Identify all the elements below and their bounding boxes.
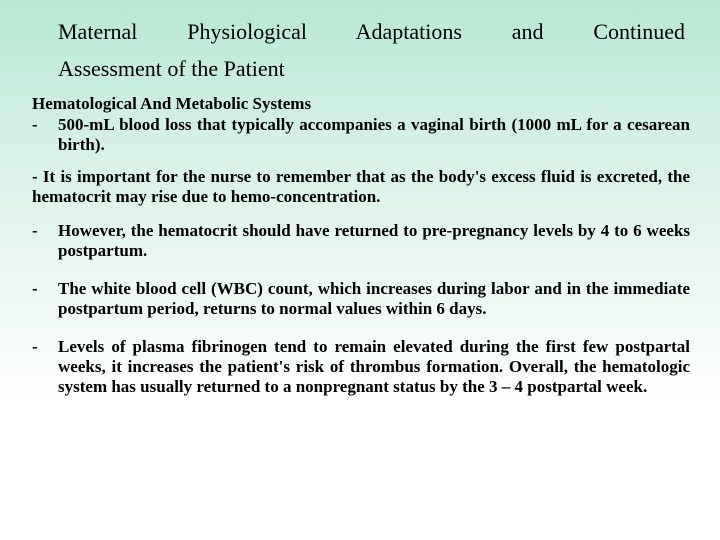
bullet-dash: - — [32, 337, 58, 397]
title-word-4: and — [512, 19, 544, 44]
bullet-dash: - — [32, 279, 58, 319]
bullet-dash: - — [32, 115, 58, 155]
paragraph-indent: - It is important for the nurse to remem… — [32, 167, 690, 207]
bullet-dash: - — [32, 221, 58, 261]
title-word-5: Continued — [593, 19, 685, 44]
bullet-text-4: Levels of plasma fibrinogen tend to rema… — [58, 337, 690, 397]
bullet-item-2: - However, the hematocrit should have re… — [32, 221, 690, 261]
title-line-2: Assessment of the Patient — [58, 56, 690, 82]
bullet-item-1: - 500-mL blood loss that typically accom… — [32, 115, 690, 155]
bullet-text-2: However, the hematocrit should have retu… — [58, 221, 690, 261]
bullet-item-3: - The white blood cell (WBC) count, whic… — [32, 279, 690, 319]
bullet-item-4: - Levels of plasma fibrinogen tend to re… — [32, 337, 690, 397]
title-word-2: Physiological — [187, 19, 307, 44]
title-word-3: Adaptations — [356, 19, 462, 44]
title-word-1: Maternal — [58, 19, 137, 44]
bullet-text-3: The white blood cell (WBC) count, which … — [58, 279, 690, 319]
slide-title: Maternal Physiological Adaptations and C… — [30, 18, 690, 82]
bullet-text-1: 500-mL blood loss that typically accompa… — [58, 115, 690, 155]
section-subheading: Hematological And Metabolic Systems — [32, 94, 690, 114]
